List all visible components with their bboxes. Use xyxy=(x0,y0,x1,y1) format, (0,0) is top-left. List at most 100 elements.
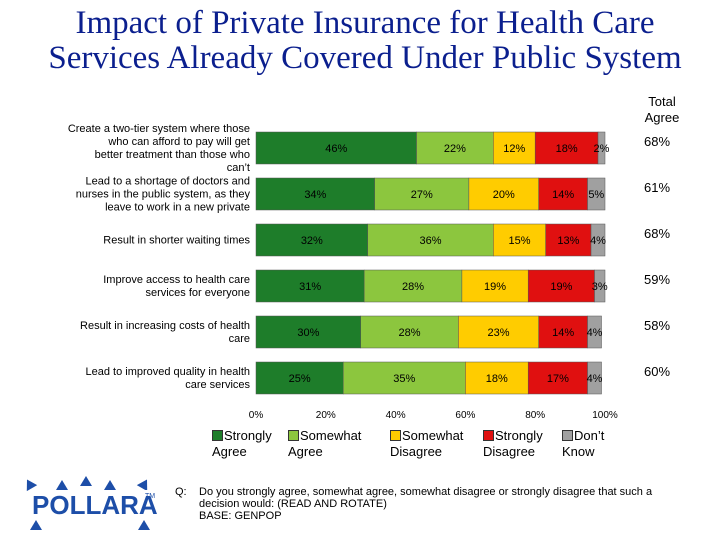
bar-segment xyxy=(534,131,599,165)
bar-segment xyxy=(367,223,494,257)
data-label: 4% xyxy=(587,373,603,385)
legend-swatch xyxy=(288,430,299,441)
legend-swatch xyxy=(483,430,494,441)
data-label: 2% xyxy=(594,143,610,155)
category-label: better treatment than those who xyxy=(95,149,250,161)
data-label: 28% xyxy=(402,281,424,293)
category-label: services for everyone xyxy=(145,287,250,299)
data-label: 18% xyxy=(556,143,578,155)
data-label: 23% xyxy=(488,327,510,339)
bar-segment xyxy=(590,223,606,257)
bar-segment xyxy=(597,131,606,165)
total-agree-value: 68% xyxy=(644,226,670,241)
data-label: 14% xyxy=(552,327,574,339)
category-label: Lead to improved quality in health xyxy=(86,366,251,378)
data-label: 22% xyxy=(444,143,466,155)
data-label: 4% xyxy=(587,327,603,339)
data-label: 25% xyxy=(289,373,311,385)
category-label: Result in increasing costs of health xyxy=(80,320,250,332)
category-label: Lead to a shortage of doctors and xyxy=(85,176,250,188)
data-label: 28% xyxy=(399,327,421,339)
pollara-logo: POLLARA TM xyxy=(26,476,158,530)
data-label: 17% xyxy=(547,373,569,385)
bar-segment xyxy=(587,315,602,349)
bar-segment xyxy=(587,177,606,211)
data-label: 30% xyxy=(297,327,319,339)
data-label: 32% xyxy=(301,235,323,247)
x-tick-label: 0% xyxy=(249,410,264,421)
legend-label: Strongly Disagree xyxy=(483,428,543,459)
total-agree-value: 58% xyxy=(644,318,670,333)
legend-label: Somewhat Disagree xyxy=(390,428,464,459)
data-label: 13% xyxy=(557,235,579,247)
footnote-q-label: Q: xyxy=(175,486,187,498)
category-label: nurses in the public system, as they xyxy=(76,189,251,201)
bar-segment xyxy=(493,223,546,257)
category-label: can’t xyxy=(227,162,250,174)
bar-segment xyxy=(468,177,539,211)
bar-segment xyxy=(255,269,365,303)
data-label: 3% xyxy=(592,281,608,293)
data-label: 12% xyxy=(503,143,525,155)
bar-segment xyxy=(255,131,417,165)
logo-text: POLLARA xyxy=(32,490,158,520)
bar-segment xyxy=(255,315,361,349)
bar-segment xyxy=(527,361,588,395)
x-tick-label: 40% xyxy=(386,410,406,421)
logo-trademark: TM xyxy=(145,493,155,500)
legend-swatch xyxy=(212,430,223,441)
bar-segment xyxy=(343,361,466,395)
legend-label: Strongly Agree xyxy=(212,428,272,459)
stacked-bar-chart: Create a two-tier system where thosewho … xyxy=(68,123,671,421)
category-label: care xyxy=(229,333,250,345)
category-label: leave to work in a new private xyxy=(105,202,250,214)
legend-swatch xyxy=(562,430,573,441)
legend-label: Somewhat Agree xyxy=(288,428,362,459)
data-label: 36% xyxy=(419,235,441,247)
total-agree-value: 60% xyxy=(644,364,670,379)
bar-segment xyxy=(461,269,529,303)
bar-segment xyxy=(527,269,595,303)
data-label: 18% xyxy=(486,373,508,385)
legend-swatch xyxy=(390,430,401,441)
total-agree-value: 59% xyxy=(644,272,670,287)
bar-segment xyxy=(458,315,539,349)
bar-segment xyxy=(374,177,470,211)
total-agree-header: Total Agree xyxy=(644,94,680,125)
data-label: 46% xyxy=(325,143,347,155)
data-label: 19% xyxy=(484,281,506,293)
bar-segment xyxy=(465,361,529,395)
total-agree-value: 61% xyxy=(644,180,670,195)
total-agree-value: 68% xyxy=(644,134,670,149)
bar-segment xyxy=(594,269,606,303)
bar-segment xyxy=(255,223,368,257)
category-label: Improve access to health care xyxy=(103,274,250,286)
category-label: who can afford to pay will get xyxy=(107,136,250,148)
data-label: 27% xyxy=(411,189,433,201)
footnote-base: BASE: GENPOP xyxy=(199,510,282,522)
category-label: Result in shorter waiting times xyxy=(103,235,250,247)
x-tick-label: 20% xyxy=(316,410,336,421)
chart-title: Impact of Private Insurance for Health C… xyxy=(48,5,682,76)
x-tick-label: 100% xyxy=(592,410,618,421)
category-label: care services xyxy=(185,379,250,391)
bar-segment xyxy=(416,131,494,165)
data-label: 31% xyxy=(299,281,321,293)
bar-segment xyxy=(587,361,602,395)
data-label: 14% xyxy=(552,189,574,201)
x-tick-label: 80% xyxy=(525,410,545,421)
footnote-question: Do you strongly agree, somewhat agree, s… xyxy=(199,486,653,510)
data-label: 34% xyxy=(304,189,326,201)
legend-label: Don’t Know xyxy=(562,428,605,459)
data-label: 20% xyxy=(493,189,515,201)
bar-segment xyxy=(545,223,592,257)
category-label: Create a two-tier system where those xyxy=(68,123,250,135)
bar-segment xyxy=(493,131,536,165)
data-label: 4% xyxy=(590,235,606,247)
bar-segment xyxy=(255,177,375,211)
data-label: 19% xyxy=(550,281,572,293)
data-label: 35% xyxy=(393,373,415,385)
bar-segment xyxy=(360,315,459,349)
x-tick-label: 60% xyxy=(455,410,475,421)
data-label: 5% xyxy=(588,189,604,201)
